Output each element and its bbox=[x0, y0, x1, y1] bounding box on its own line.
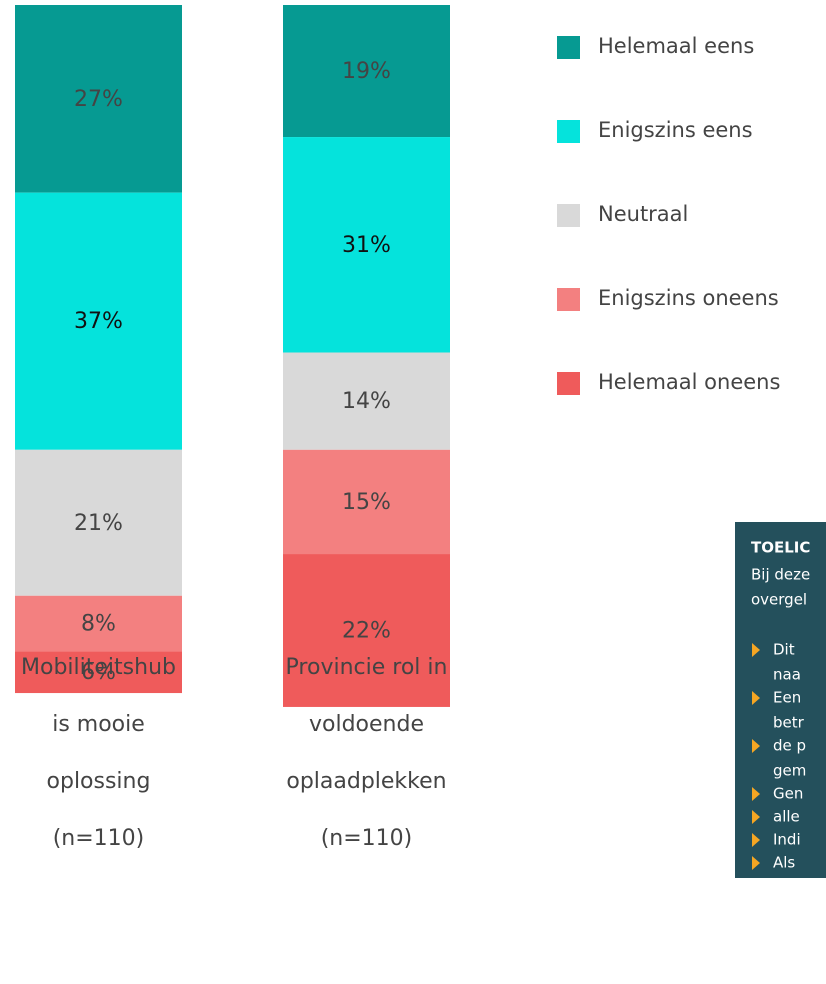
x-tick-label: oplaadplekken bbox=[286, 769, 446, 794]
legend-swatch bbox=[557, 204, 580, 227]
legend-label: Enigszins eens bbox=[598, 118, 753, 142]
bar-segment bbox=[283, 5, 450, 138]
bar-segment bbox=[15, 5, 182, 193]
x-tick-label: voldoende bbox=[309, 712, 424, 737]
note-bullet-text: Indi bbox=[773, 831, 801, 849]
bar-segment bbox=[15, 449, 182, 596]
legend-swatch bbox=[557, 36, 580, 59]
note-text: overgel bbox=[751, 591, 807, 609]
note-bullet-text: betr bbox=[773, 714, 805, 732]
bar-segment bbox=[283, 554, 450, 707]
legend-swatch bbox=[557, 120, 580, 143]
note-bullet-text: naa bbox=[773, 666, 801, 684]
note-bullet-text: de p bbox=[773, 737, 806, 755]
value-label: 27% bbox=[74, 87, 123, 112]
value-label: 8% bbox=[81, 612, 116, 637]
bar-segment bbox=[283, 449, 450, 555]
bullet-icon bbox=[752, 643, 760, 657]
value-label: 19% bbox=[342, 59, 391, 84]
x-tick-label: (n=110) bbox=[321, 826, 413, 851]
bar-segment bbox=[15, 595, 182, 652]
x-tick-label: Mobiliteitshub bbox=[21, 655, 176, 680]
legend-label: Helemaal oneens bbox=[598, 370, 780, 394]
bullet-icon bbox=[752, 787, 760, 801]
note-bullet-text: Dit bbox=[773, 641, 795, 659]
bar-segment bbox=[15, 651, 182, 694]
note-bullet-text: alle bbox=[773, 808, 800, 826]
bullet-icon bbox=[752, 810, 760, 824]
value-label: 14% bbox=[342, 389, 391, 414]
legend-swatch bbox=[557, 288, 580, 311]
note-bullet-text: Een bbox=[773, 689, 801, 707]
x-tick-label: Provincie rol in bbox=[286, 655, 448, 680]
note-bullet-text: Als bbox=[773, 854, 795, 872]
value-label: 31% bbox=[342, 233, 391, 258]
x-tick-label: is mooie bbox=[52, 712, 145, 737]
note-bullet-text: gem bbox=[773, 762, 806, 780]
value-label: 15% bbox=[342, 490, 391, 515]
legend-label: Enigszins oneens bbox=[598, 286, 779, 310]
note-panel bbox=[735, 522, 826, 878]
value-label: 37% bbox=[74, 309, 123, 334]
bar-segment bbox=[283, 352, 450, 450]
value-label: 6% bbox=[81, 660, 116, 685]
x-tick-label: (n=110) bbox=[53, 826, 145, 851]
bullet-icon bbox=[752, 691, 760, 705]
legend-swatch bbox=[557, 372, 580, 395]
value-label: 22% bbox=[342, 619, 391, 644]
note-title: TOELIC bbox=[751, 539, 810, 557]
value-label: 21% bbox=[74, 511, 123, 536]
bullet-icon bbox=[752, 856, 760, 870]
bullet-icon bbox=[752, 833, 760, 847]
legend-label: Helemaal eens bbox=[598, 34, 754, 58]
bullet-icon bbox=[752, 739, 760, 753]
bar-segment bbox=[283, 137, 450, 353]
x-tick-label: oplossing bbox=[47, 769, 151, 794]
note-text: Bij deze bbox=[751, 566, 810, 584]
bar-segment bbox=[15, 192, 182, 450]
note-bullet-text: Gen bbox=[773, 785, 803, 803]
legend-label: Neutraal bbox=[598, 202, 688, 226]
